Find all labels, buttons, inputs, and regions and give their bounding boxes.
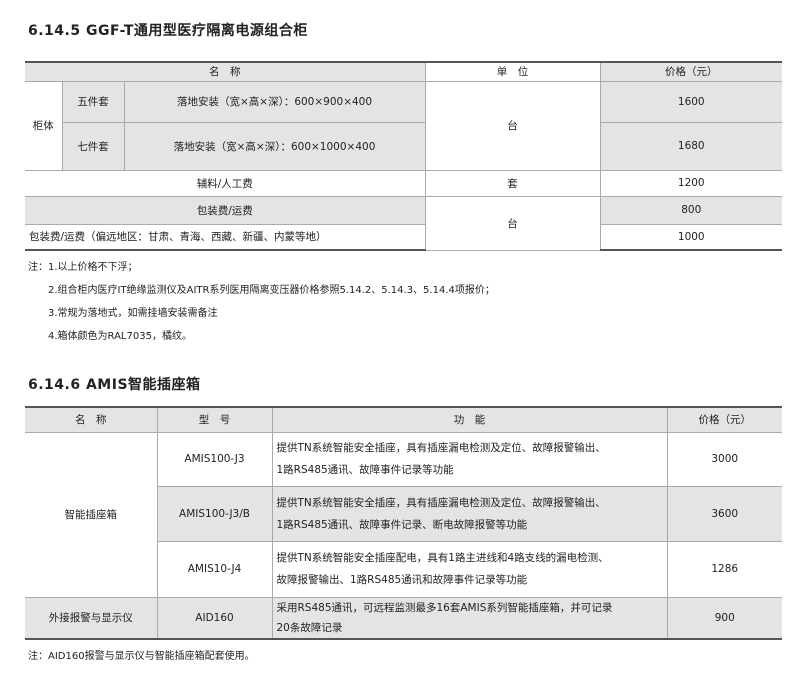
header-function: 功 能 — [271, 406, 668, 433]
price-cell: 1680 — [599, 121, 783, 171]
table-row: 包装费/运费 台 800 — [25, 195, 783, 251]
group-cell: 柜体 — [25, 80, 63, 171]
unit-cell: 台 — [424, 195, 601, 251]
price-cell: 3600 — [666, 485, 782, 542]
function-cell: 提供TN系统智能安全插座，具有插座漏电检测及定位、故障报警输出、 1路RS485通… — [271, 431, 668, 487]
unit-cell: 台 — [424, 80, 601, 171]
type-cell: 七件套 — [62, 121, 125, 171]
note: 4.箱体颜色为RAL7035，橘纹。 — [48, 331, 192, 342]
desc-cell: 落地安装（宽×高×深）：600×900×400 — [123, 80, 426, 123]
function-line: 提供TN系统智能安全插座配电，具有1路主进线和4路支线的漏电检测、 — [276, 552, 609, 564]
price-cell: 1000 — [599, 223, 783, 251]
header-price: 价格（元） — [666, 406, 782, 433]
table-row: 包装费/运费（偏远地区：甘肃、青海、西藏、新疆、内蒙等地） 1000 — [25, 223, 783, 251]
table-header: 名 称 型 号 功 能 价格（元） — [25, 406, 782, 433]
name-cell: 包装费/运费（偏远地区：甘肃、青海、西藏、新疆、内蒙等地） — [25, 223, 426, 251]
header-price: 价格（元） — [599, 61, 783, 82]
note: 注：AID160报警与显示仪与智能插座箱配套使用。 — [28, 651, 255, 662]
table-header: 名 称 单 位 价格（元） — [25, 61, 783, 82]
price-table-ggf: 名 称 单 位 价格（元） 柜体 五件套 落地安装（宽×高×深）：600×900… — [25, 61, 783, 251]
function-cell: 采用RS485通讯，可远程监测最多16套AMIS系列智能插座箱，并可记录 20条故… — [271, 596, 668, 640]
function-cell: 提供TN系统智能安全插座，具有插座漏电检测及定位、故障报警输出、 1路RS485通… — [271, 485, 668, 542]
table-row: AMIS100-J3/B 提供TN系统智能安全插座，具有插座漏电检测及定位、故障… — [25, 485, 782, 542]
group-cell: 智能插座箱 — [25, 431, 158, 598]
section-title: 6.14.6 AMIS智能插座箱 — [28, 377, 201, 393]
header-unit: 单 位 — [424, 61, 601, 82]
name-cell: 辅料/人工费 — [25, 169, 426, 197]
table-row: 七件套 落地安装（宽×高×深）：600×1000×400 1680 — [25, 121, 783, 171]
price-cell: 900 — [666, 596, 782, 640]
price-cell: 1286 — [666, 540, 782, 598]
function-line: 1路RS485通讯、故障事件记录等功能 — [276, 464, 454, 476]
price-cell: 3000 — [666, 431, 782, 487]
header-name: 名 称 — [25, 406, 158, 433]
model-cell: AID160 — [156, 596, 273, 640]
function-line: 故障报警输出、1路RS485通讯和故障事件记录等功能 — [276, 574, 528, 586]
name-cell: 外接报警与显示仪 — [25, 596, 158, 640]
note: 注：1.以上价格不下浮； — [28, 262, 138, 273]
model-cell: AMIS10-J4 — [157, 540, 273, 598]
table-row: 辅料/人工费 套 1200 — [25, 169, 783, 197]
name-cell: 包装费/运费 — [25, 195, 426, 225]
model-cell: AMIS100-J3/B — [157, 485, 273, 542]
function-cell: 提供TN系统智能安全插座配电，具有1路主进线和4路支线的漏电检测、 故障报警输出、… — [271, 540, 668, 598]
function-line: 20条故障记录 — [276, 621, 343, 634]
function-line: 提供TN系统智能安全插座，具有插座漏电检测及定位、故障报警输出、 — [276, 442, 606, 454]
model-cell: AMIS100-J3 — [156, 431, 273, 487]
notes: 注：1.以上价格不下浮； 2.组合柜内医疗IT绝缘监测仪及AITR系列医用隔离变… — [28, 256, 495, 348]
table-row: 柜体 五件套 落地安装（宽×高×深）：600×900×400 台 1600 — [25, 80, 783, 171]
table-row: 智能插座箱 AMIS100-J3 提供TN系统智能安全插座，具有插座漏电检测及定… — [25, 431, 782, 598]
function-line: 1路RS485通讯、故障事件记录、断电故障报警等功能 — [276, 518, 528, 531]
desc-cell: 落地安装（宽×高×深）：600×1000×400 — [123, 121, 426, 171]
function-line: 采用RS485通讯，可远程监测最多16套AMIS系列智能插座箱，并可记录 — [276, 601, 613, 614]
price-cell: 1200 — [599, 169, 783, 197]
price-cell: 800 — [599, 195, 783, 225]
type-cell: 五件套 — [61, 80, 125, 123]
header-model: 型 号 — [156, 406, 273, 433]
price-cell: 1600 — [599, 80, 783, 123]
table-row: 外接报警与显示仪 AID160 采用RS485通讯，可远程监测最多16套AMIS… — [25, 596, 782, 640]
note: 2.组合柜内医疗IT绝缘监测仪及AITR系列医用隔离变压器价格参照5.14.2、… — [48, 285, 495, 296]
section-title: 6.14.5 GGF-T通用型医疗隔离电源组合柜 — [28, 23, 308, 39]
function-line: 提供TN系统智能安全插座，具有插座漏电检测及定位、故障报警输出、 — [276, 496, 606, 509]
price-table-amis: 名 称 型 号 功 能 价格（元） 智能插座箱 AMIS100-J3 提供TN系… — [25, 406, 782, 640]
unit-cell: 套 — [424, 169, 601, 197]
header-name: 名 称 — [25, 61, 426, 82]
note: 3.常规为落地式，如需挂墙安装需备注 — [48, 308, 218, 319]
